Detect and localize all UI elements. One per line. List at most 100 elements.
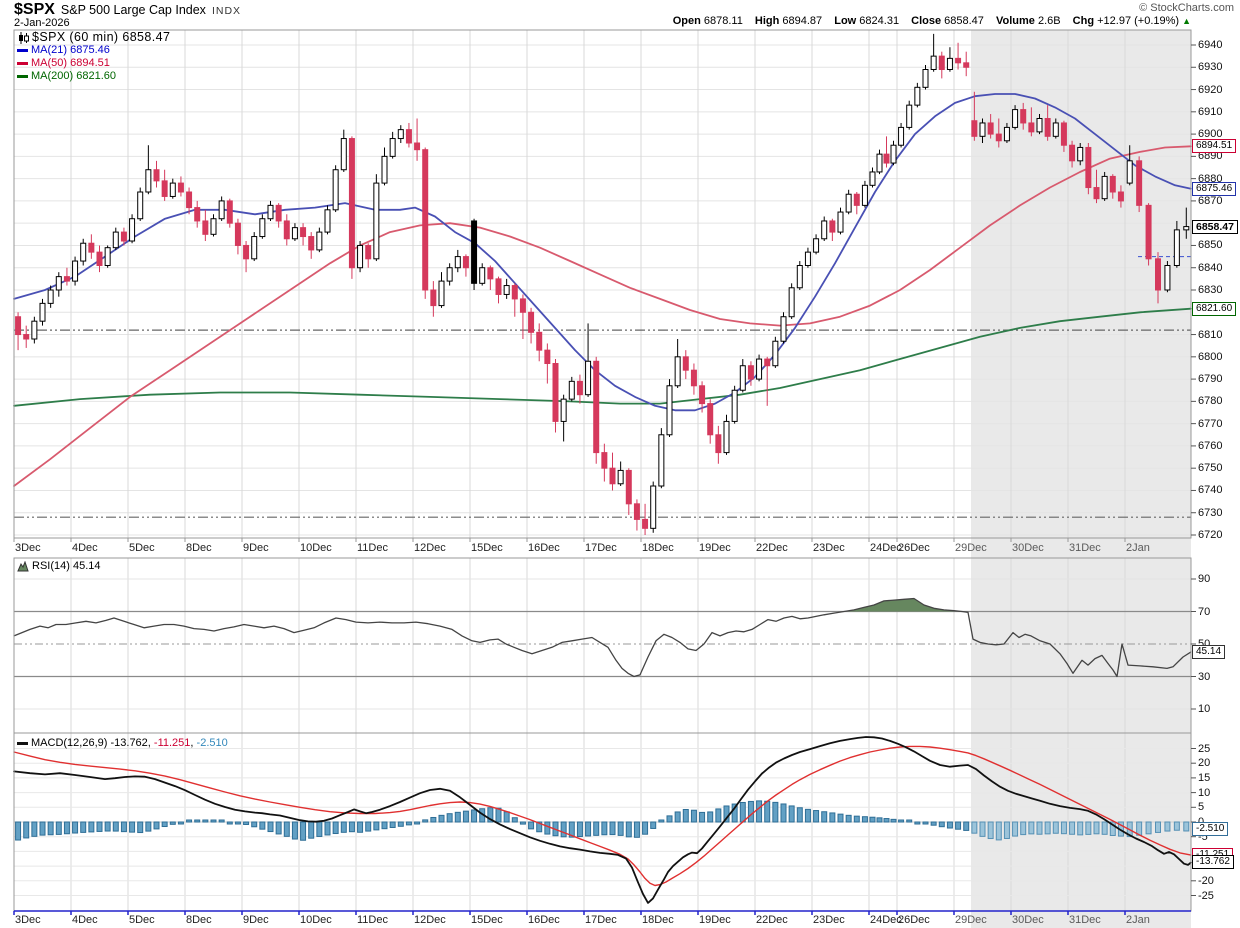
quote-value: 6824.31	[859, 15, 900, 27]
date-label: 10Dec	[300, 542, 332, 554]
last-value-badge: 6894.51	[1192, 139, 1237, 153]
date-label: 22Dec	[756, 914, 788, 926]
quote-value: 6878.11	[703, 15, 743, 27]
axis-tick-label: 6760	[1198, 440, 1223, 452]
rsi-area-icon	[17, 561, 29, 572]
date-label: 23Dec	[813, 914, 845, 926]
date-label: 29Dec	[955, 542, 987, 554]
date-label: 18Dec	[642, 914, 674, 926]
date-label: 18Dec	[642, 542, 674, 554]
quote-label: Open	[672, 15, 701, 27]
date-label: 9Dec	[243, 542, 269, 554]
candlestick-icon	[19, 31, 29, 44]
macd-value: -13.762	[110, 737, 148, 749]
date-label: 15Dec	[471, 914, 503, 926]
last-value-badge: 45.14	[1192, 645, 1226, 659]
date-label: 4Dec	[72, 914, 98, 926]
date-label: 8Dec	[186, 542, 212, 554]
axis-tick-label: 6830	[1198, 284, 1223, 296]
date-label: 17Dec	[585, 914, 617, 926]
date-label: 4Dec	[72, 542, 98, 554]
date-label: 3Dec	[15, 542, 41, 554]
axis-tick-label: 6720	[1198, 529, 1223, 541]
axis-tick-label: 6770	[1198, 418, 1223, 430]
date-label: 15Dec	[471, 542, 503, 554]
symbol: $SPX	[14, 1, 55, 18]
date-label: 22Dec	[756, 542, 788, 554]
last-value-badge: 6858.47	[1192, 220, 1238, 234]
price-legend-ma21-row: MA(21) 6875.46	[17, 44, 170, 57]
axis-tick-label: 10	[1198, 787, 1211, 799]
axis-tick-label: 30	[1198, 671, 1211, 683]
date-label: 31Dec	[1069, 542, 1101, 554]
axis-tick-label: 6850	[1198, 239, 1223, 251]
symbol-name: S&P 500 Large Cap Index	[60, 3, 206, 17]
date-label: 8Dec	[186, 914, 212, 926]
last-value-badge: -13.762	[1192, 855, 1234, 869]
date-label: 24Dec	[870, 542, 902, 554]
macd-line-icon	[17, 742, 28, 745]
quote-value: 6858.47	[944, 15, 984, 27]
date-label: 11Dec	[357, 914, 388, 926]
axis-tick-label: -5	[1198, 831, 1208, 843]
price-legend-ma50-row: MA(50) 6894.51	[17, 57, 170, 70]
chart-date: 2-Jan-2026	[14, 17, 70, 29]
quote-label: Chg	[1072, 15, 1095, 27]
last-value-badge: 6875.46	[1192, 182, 1237, 196]
axis-tick-label: 90	[1198, 573, 1211, 585]
date-label: 19Dec	[699, 914, 731, 926]
axis-tick-label: 6780	[1198, 395, 1223, 407]
macd-legend: MACD(12,26,9) -13.762, -11.251, -2.510	[17, 737, 228, 750]
last-value-badge: 6821.60	[1192, 302, 1237, 316]
axis-tick-label: 6840	[1198, 262, 1223, 274]
date-label: 30Dec	[1012, 914, 1044, 926]
macd-hist-value: -2.510	[196, 737, 228, 749]
quote-label: Close	[911, 15, 942, 27]
ma50-line-icon	[17, 62, 28, 65]
date-label: 2Jan	[1126, 914, 1150, 926]
ma200-line-icon	[17, 75, 28, 78]
date-label: 24Dec	[870, 914, 902, 926]
axis-tick-label: -25	[1198, 890, 1214, 902]
price-legend-ma200-row: MA(200) 6821.60	[17, 70, 170, 83]
macd-legend-name: MACD(12,26,9) -13.762	[31, 737, 148, 749]
date-label: 9Dec	[243, 914, 269, 926]
date-label: 26Dec	[898, 914, 930, 926]
date-label: 12Dec	[414, 914, 446, 926]
axis-tick-label: 6900	[1198, 128, 1223, 140]
date-label: 11Dec	[357, 542, 388, 554]
quote-value: 2.6B	[1037, 15, 1061, 27]
axis-tick-label: 25	[1198, 743, 1211, 755]
quote-value: 6894.87	[782, 15, 823, 27]
axis-tick-label: 15	[1198, 772, 1211, 784]
symbol-exchange: INDX	[211, 5, 242, 17]
ma50-legend-label: MA(50) 6894.51	[31, 57, 110, 69]
axis-tick-label: 6740	[1198, 484, 1223, 496]
quote-chg-value: +12.97 (+0.19%)	[1097, 15, 1180, 27]
last-value-badge: -2.510	[1192, 822, 1229, 836]
axis-tick-label: 10	[1198, 703, 1211, 715]
date-label: 26Dec	[898, 542, 930, 554]
copyright-link[interactable]: © StockCharts.com	[1139, 2, 1234, 14]
date-label: 30Dec	[1012, 542, 1044, 554]
quote-label: Volume	[995, 15, 1035, 27]
price-legend-spx-row: $SPX (60 min) 6858.47	[17, 31, 170, 44]
axis-tick-label: -20	[1198, 875, 1214, 887]
ma200-legend-label: MA(200) 6821.60	[31, 70, 116, 82]
rsi-legend-label: RSI(14) 45.14	[32, 560, 101, 572]
date-label: 2Jan	[1126, 542, 1150, 554]
date-label: 12Dec	[414, 542, 446, 554]
price-legend: $SPX (60 min) 6858.47 MA(21) 6875.46 MA(…	[17, 31, 170, 83]
rsi-legend: RSI(14) 45.14	[17, 560, 100, 573]
axis-tick-label: 6940	[1198, 39, 1223, 51]
date-label: 16Dec	[528, 914, 560, 926]
axis-tick-label: 5	[1198, 801, 1205, 813]
date-label: 10Dec	[300, 914, 332, 926]
axis-tick-label: 6750	[1198, 462, 1223, 474]
axis-tick-label: 6890	[1198, 150, 1223, 162]
axis-tick-label: 6870	[1198, 195, 1223, 207]
macd-signal-value: -11.251	[153, 737, 191, 749]
quote-label: Low	[834, 15, 857, 27]
